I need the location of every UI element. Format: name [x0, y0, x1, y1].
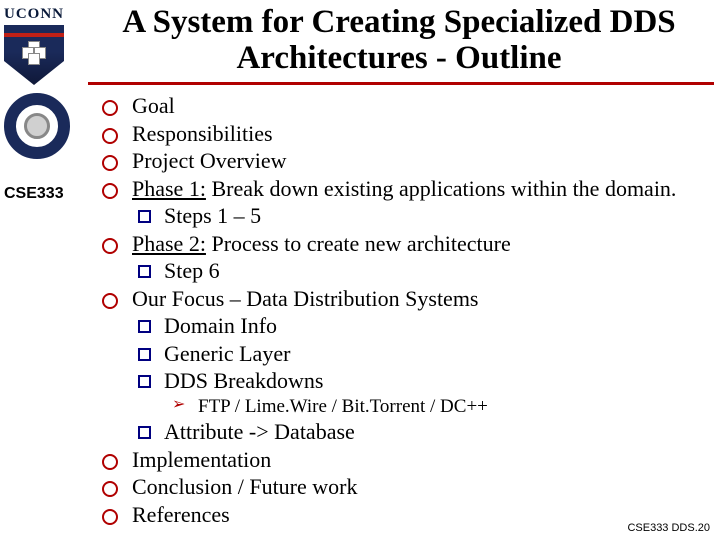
phase-1-rest: Break down existing applications within … [206, 176, 676, 201]
bullet-text: Goal [132, 93, 175, 118]
slide-title: A System for Creating Specialized DDS Ar… [88, 4, 710, 77]
bullet-text: Our Focus – Data Distribution Systems [132, 286, 479, 311]
uconn-shield-icon [4, 25, 64, 85]
bullet-text: Domain Info [164, 313, 277, 338]
bullet-phase-2: Phase 2: Process to create new architect… [124, 230, 710, 285]
bullet-text: Attribute -> Database [164, 419, 355, 444]
phase-2-lead: Phase 2: [132, 231, 206, 256]
bullet-text: Conclusion / Future work [132, 474, 358, 499]
bullet-steps-1-5: Steps 1 – 5 [158, 202, 710, 230]
bullet-text: Implementation [132, 447, 271, 472]
bullet-text: References [132, 502, 230, 527]
bullet-text: Project Overview [132, 148, 287, 173]
bullet-our-focus: Our Focus – Data Distribution Systems Do… [124, 285, 710, 446]
bullet-attribute-database: Attribute -> Database [158, 418, 710, 446]
bullet-goal: Goal [124, 92, 710, 120]
phase-1-lead: Phase 1: [132, 176, 206, 201]
bullet-project-overview: Project Overview [124, 147, 710, 175]
bullet-dds-breakdowns: DDS Breakdowns FTP / Lime.Wire / Bit.Tor… [158, 367, 710, 418]
bullet-text: FTP / Lime.Wire / Bit.Torrent / DC++ [198, 396, 488, 417]
cse-ring-icon [4, 93, 70, 159]
bullet-responsibilities: Responsibilities [124, 120, 710, 148]
slide-root: UCONN CSE333 A System for Creating Speci… [0, 0, 720, 540]
uconn-wordmark: UCONN [4, 6, 84, 23]
bullet-text: DDS Breakdowns [164, 368, 324, 393]
bullet-generic-layer: Generic Layer [158, 340, 710, 368]
logo-area: UCONN [4, 6, 84, 159]
bullet-text: Steps 1 – 5 [164, 203, 261, 228]
bullet-conclusion: Conclusion / Future work [124, 473, 710, 501]
bullet-protocols: FTP / Lime.Wire / Bit.Torrent / DC++ [190, 395, 710, 419]
bullet-references: References [124, 501, 710, 529]
bullet-step-6: Step 6 [158, 257, 710, 285]
title-rule [88, 82, 714, 85]
bullet-implementation: Implementation [124, 446, 710, 474]
slide-footer: CSE333 DDS.20 [627, 522, 710, 534]
outline-content: Goal Responsibilities Project Overview P… [100, 92, 710, 528]
phase-2-rest: Process to create new architecture [206, 231, 511, 256]
bullet-phase-1: Phase 1: Break down existing application… [124, 175, 710, 230]
course-label: CSE333 [4, 185, 64, 203]
bullet-text: Step 6 [164, 258, 220, 283]
bullet-domain-info: Domain Info [158, 312, 710, 340]
bullet-text: Generic Layer [164, 341, 290, 366]
bullet-text: Responsibilities [132, 121, 273, 146]
